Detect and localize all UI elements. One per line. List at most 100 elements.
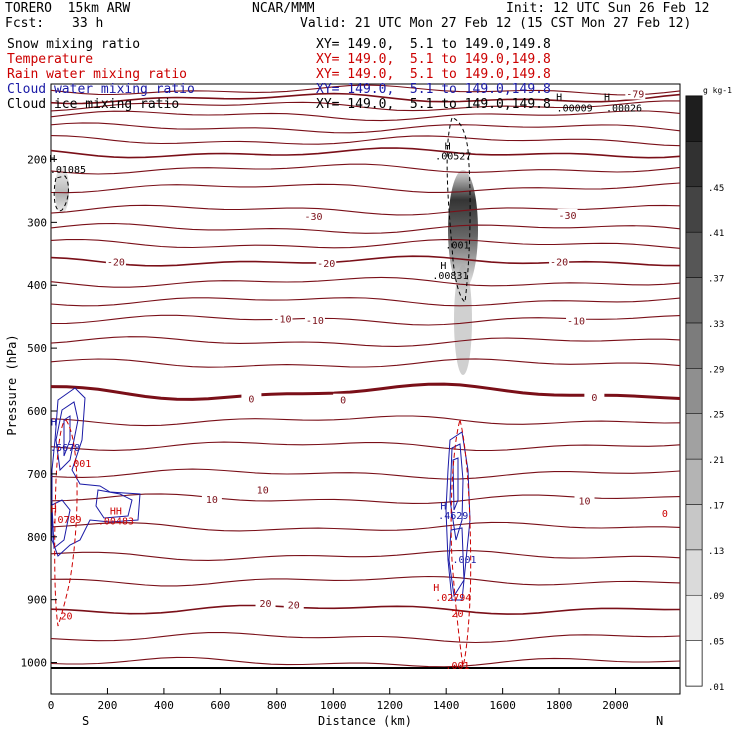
colorbar-swatch [685, 231, 703, 278]
ice-max-label: .01085 [50, 165, 86, 176]
header: TORERO 15km ARW NCAR/MMM Init: 12 UTC Su… [0, 0, 740, 116]
temp-label-bg [557, 208, 578, 221]
valid-time: Valid: 21 UTC Mon 27 Feb 12 (15 CST Mon … [300, 16, 692, 31]
colorbar-swatch [685, 368, 703, 414]
ice-max-label: H [556, 93, 562, 104]
snow-max-label: .001 [445, 240, 469, 251]
temperature-label: -20 [550, 257, 568, 268]
x-tick-label: 600 [210, 699, 230, 712]
temperature-label: 0 [248, 394, 254, 405]
isotherm-line [50, 575, 681, 587]
snow-contour [446, 117, 471, 303]
x-tick-label: 400 [154, 699, 174, 712]
cloud-water-label: .001 [452, 555, 476, 566]
y-tick-label: 200 [27, 153, 47, 166]
snow-max-label: H [445, 142, 451, 153]
legend-item-coords: XY= 149.0, 5.1 to 149.0,149.8 [316, 52, 551, 67]
isotherm-line [50, 92, 681, 105]
north-label: N [656, 714, 663, 728]
colorbar-swatch [685, 504, 703, 551]
x-tick-label: 1400 [433, 699, 460, 712]
contour-labels: -79 -30 -30 -20 -20 -20 -10 -10 -10 0 0 0 10 10 10 20 20… [49, 87, 668, 672]
colorbar-label: .37 [708, 275, 724, 285]
isotherm-line [50, 182, 681, 194]
colorbar-swatch [685, 458, 703, 505]
rain-contours [54, 418, 472, 667]
temp-label-bg [283, 598, 304, 611]
temp-label-bg [241, 392, 262, 405]
temperature-label: 0 [591, 393, 597, 404]
colorbar-label: .33 [708, 320, 724, 330]
temperature-label: -10 [273, 315, 291, 326]
colorbar-unit: g kg-1 [703, 86, 732, 95]
colorbar-label: .13 [708, 547, 724, 557]
rain-label: H [433, 583, 439, 594]
x-tick-label: 1200 [376, 699, 403, 712]
colorbar-label: .01 [708, 683, 724, 693]
temp-label-bg [272, 312, 293, 325]
x-tick-label: 1600 [489, 699, 516, 712]
isotherm-line [50, 549, 681, 561]
x-tick-label: 1800 [546, 699, 573, 712]
y-tick-label: 500 [27, 342, 47, 355]
temp-label-bg [549, 255, 570, 268]
legend-item-name: Rain water mixing ratio [7, 67, 188, 82]
colorbar-label: .41 [708, 229, 724, 239]
colorbar-label: .29 [708, 365, 724, 375]
temp-label-bg [105, 255, 126, 268]
rain-label: 20 [451, 609, 463, 620]
x-tick-label: 2000 [602, 699, 629, 712]
temp-label-bg [584, 391, 605, 404]
snow-tail [454, 265, 472, 375]
x-tick-label: 1000 [320, 699, 347, 712]
snow-max-label: H [440, 261, 446, 272]
cloud-water-label: H [440, 501, 446, 512]
x-tick-label: 200 [98, 699, 118, 712]
colorbar-label: .17 [708, 501, 724, 511]
colorbar-label: .21 [708, 456, 724, 466]
legend-item-coords: XY= 149.0, 5.1 to 149.0,149.8 [316, 67, 551, 82]
temp-label-bg [201, 493, 222, 506]
isotherm-line [50, 632, 681, 644]
ice-max-label: .00009 [557, 103, 593, 114]
snow-colorbar: .01 .05 .09 .13 .17 .21 .25 .29 .33 .37 .41 .45 [685, 95, 724, 693]
colorbar-swatch [685, 141, 703, 188]
temperature-label: 10 [206, 495, 218, 506]
temperature-label: -20 [107, 257, 125, 268]
temperature-isotherms [50, 84, 681, 668]
fcst-value: 33 h [72, 16, 104, 31]
isotherm-line [50, 415, 681, 427]
rain-label: .0789 [51, 515, 81, 526]
y-axis-title: Pressure (hPa) [5, 334, 19, 435]
colorbar-label: .09 [708, 592, 724, 602]
ice-patch [55, 166, 69, 214]
isotherm-line [50, 297, 681, 307]
temperature-label: -10 [306, 316, 324, 327]
temp-label-bg [252, 483, 273, 496]
isotherm-line [50, 468, 681, 480]
colorbar-swatch [685, 277, 703, 324]
temperature-label: 0 [340, 396, 346, 407]
y-tick-label: 1000 [21, 657, 48, 670]
rain-label: .001 [67, 459, 91, 470]
colorbar-swatch [685, 413, 703, 460]
cloud-water-label: H [51, 418, 57, 429]
isotherm-line [50, 382, 681, 401]
isotherm-line [50, 656, 681, 668]
cloud-water-label: .4629 [438, 511, 468, 522]
rain-label: 20 [61, 611, 73, 622]
isotherm-line [50, 521, 681, 532]
temperature-label: -20 [317, 259, 335, 270]
legend-item-coords: XY= 149.0, 5.1 to 149.0,149.8 [316, 97, 551, 112]
temp-label-bg [566, 314, 587, 327]
temp-label-bg [303, 210, 324, 223]
temp-label-bg [574, 494, 595, 507]
mixing-ratio-contours [51, 117, 472, 667]
south-label: S [82, 714, 89, 728]
y-tick-label: 600 [27, 405, 47, 418]
temperature-label: -30 [559, 211, 577, 222]
rain-label: .001 [445, 661, 469, 672]
plot-frame [50, 83, 681, 695]
y-tick-label: 400 [27, 279, 47, 292]
